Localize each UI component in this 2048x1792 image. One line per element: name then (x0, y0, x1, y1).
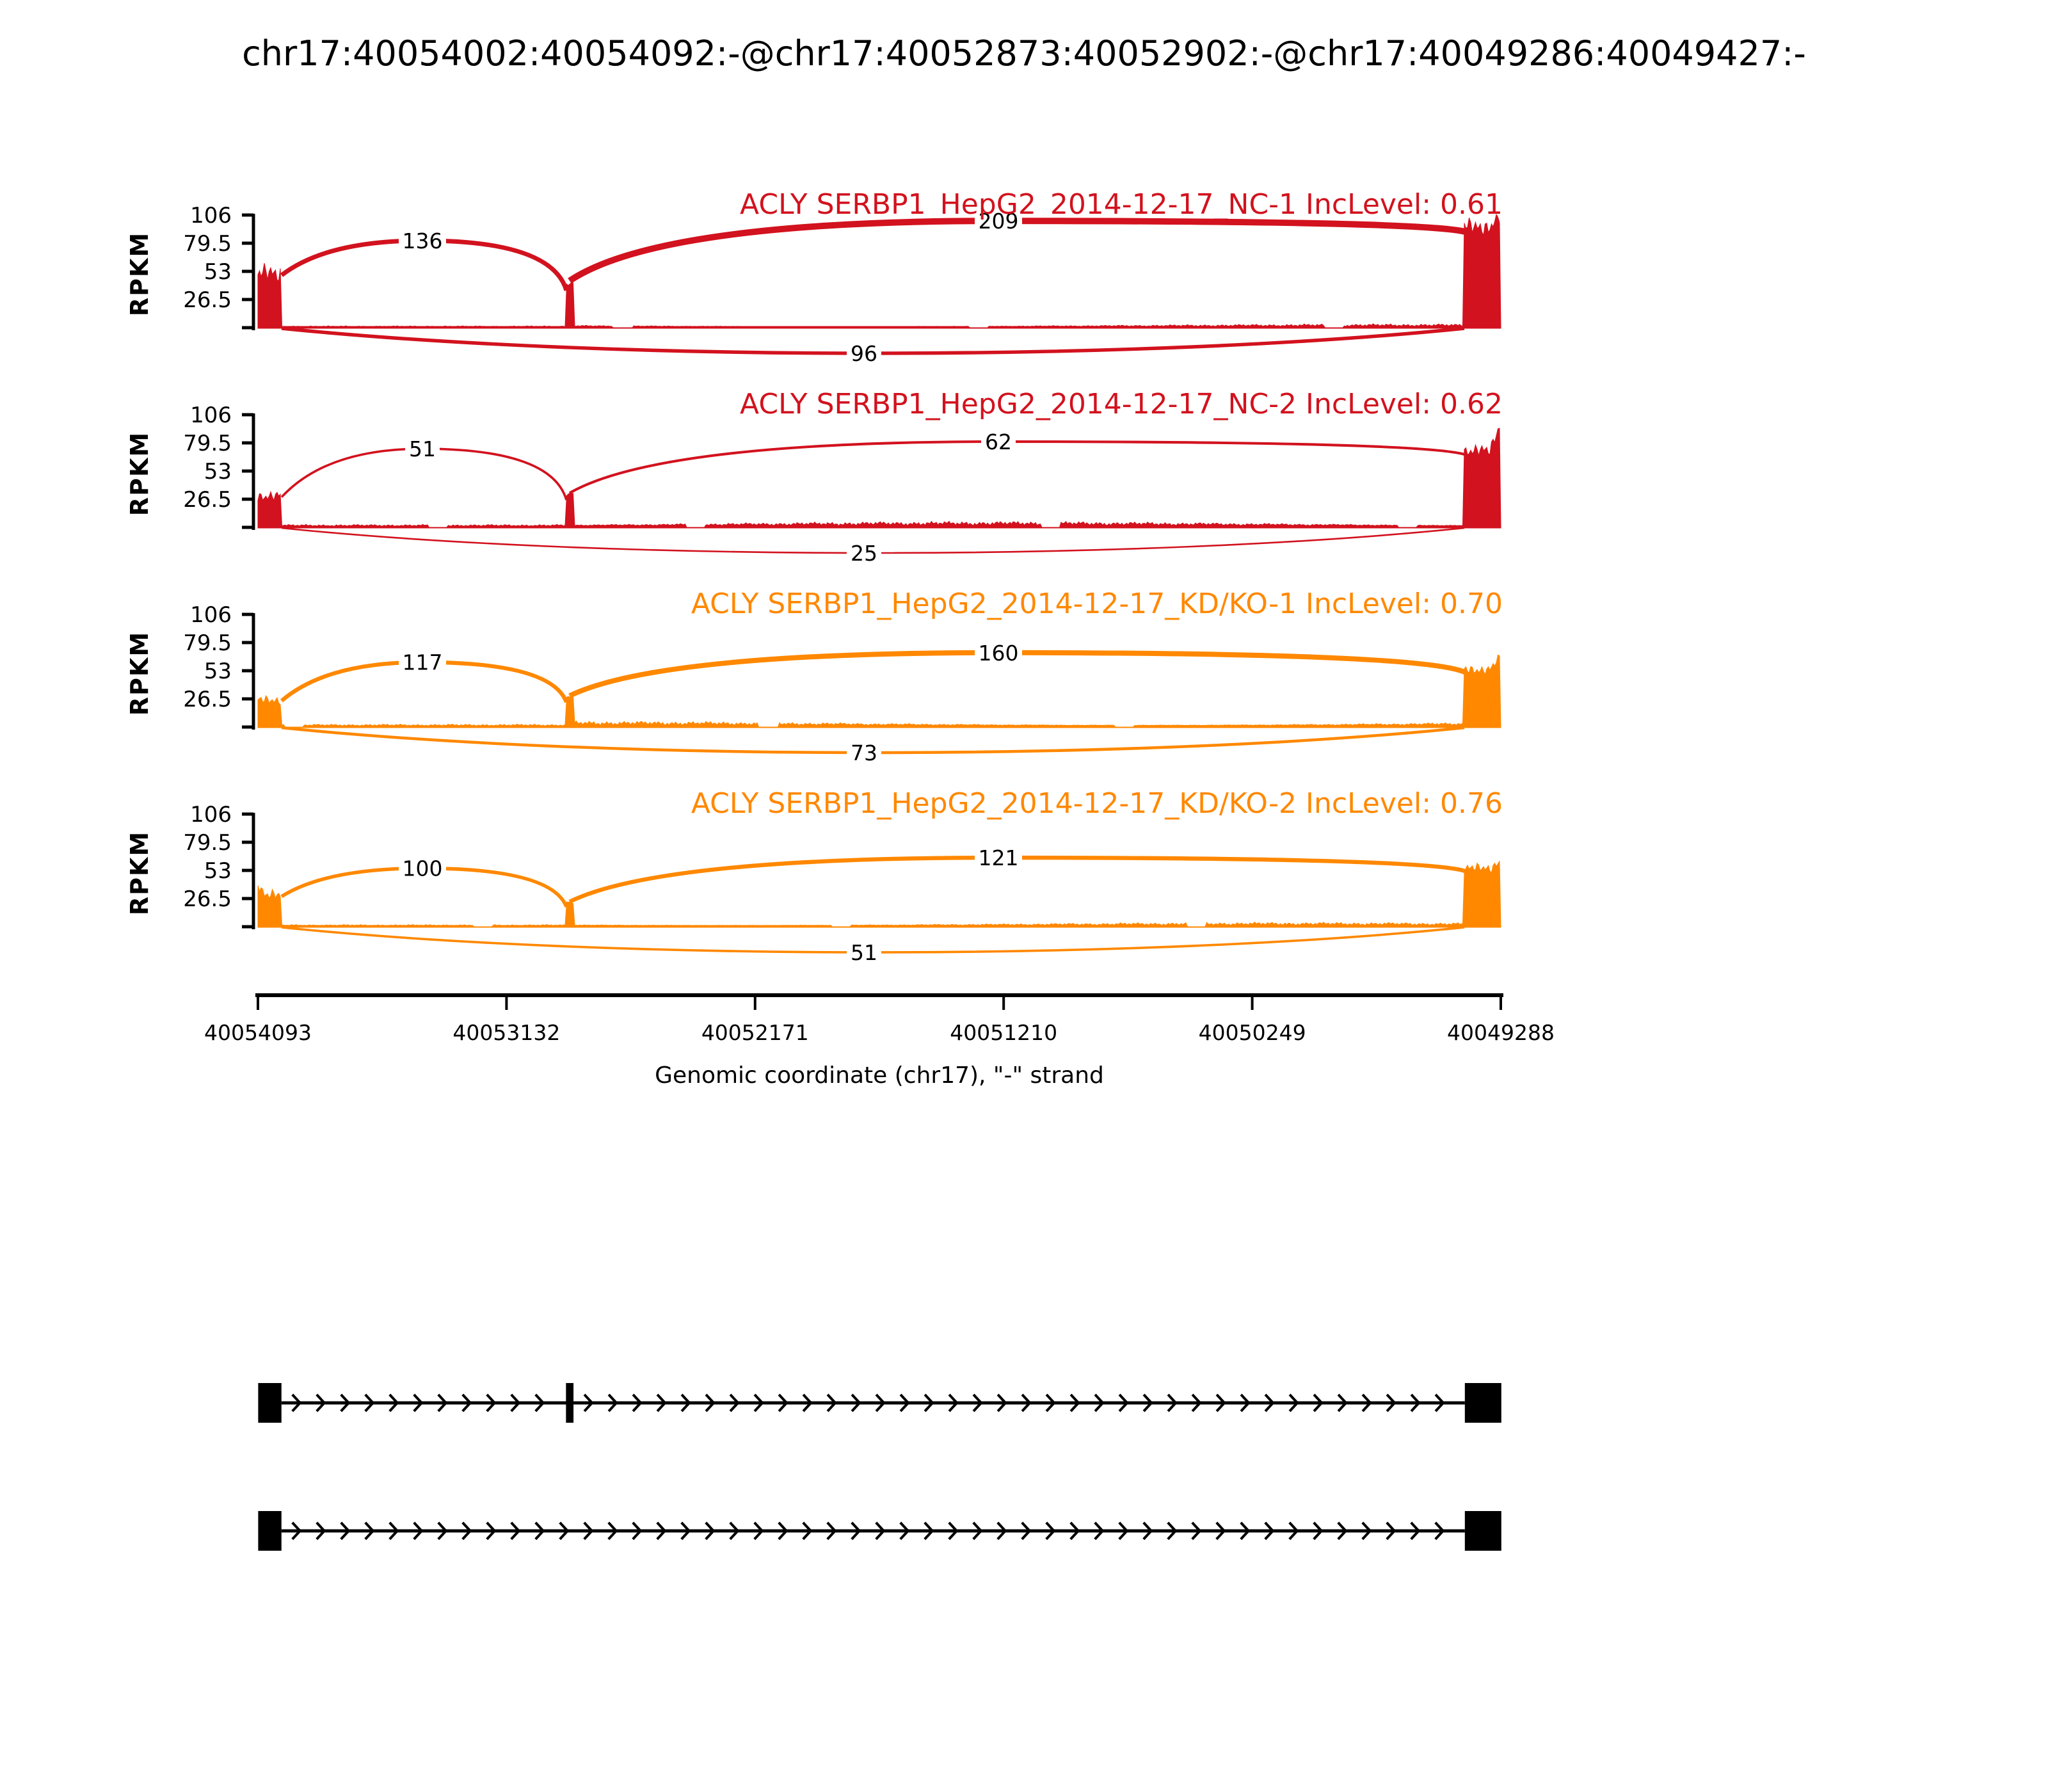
x-axis-tick-1: 40053132 (452, 1020, 561, 1045)
svg-text:209: 209 (979, 209, 1019, 234)
svg-text:106: 106 (190, 802, 232, 828)
track-1-canvas: 106 79.5 53 26.5 51 62 25 (183, 403, 1501, 566)
svg-text:53: 53 (204, 659, 232, 684)
track-2-y-axis-label: RPKM (125, 630, 154, 716)
x-axis-tick-2: 40052171 (701, 1020, 809, 1045)
svg-text:73: 73 (851, 740, 877, 765)
svg-text:26.5: 26.5 (183, 287, 232, 313)
svg-text:79.5: 79.5 (183, 231, 232, 257)
svg-text:51: 51 (851, 940, 877, 965)
figure-title: chr17:40054002:40054092:-@chr17:40052873… (242, 33, 1806, 74)
x-axis-title: Genomic coordinate (chr17), "-" strand (655, 1062, 1104, 1089)
svg-text:79.5: 79.5 (183, 830, 232, 856)
track-0-title: ACLY SERBP1_HepG2_2014-12-17_NC-1 IncLev… (740, 188, 1503, 221)
svg-text:26.5: 26.5 (183, 886, 232, 912)
svg-text:136: 136 (403, 228, 443, 253)
svg-text:96: 96 (851, 341, 877, 366)
x-axis-canvas (255, 993, 1503, 1010)
track-0-y-axis-label: RPKM (125, 231, 154, 317)
svg-text:100: 100 (403, 856, 443, 881)
x-axis-tick-3: 40051210 (950, 1020, 1058, 1045)
svg-text:62: 62 (985, 429, 1012, 454)
svg-text:53: 53 (204, 459, 232, 484)
svg-text:79.5: 79.5 (183, 431, 232, 456)
svg-text:106: 106 (190, 203, 232, 228)
svg-text:160: 160 (979, 641, 1019, 666)
svg-text:53: 53 (204, 259, 232, 285)
svg-text:106: 106 (190, 403, 232, 428)
x-axis-tick-5: 40049288 (1447, 1020, 1555, 1045)
x-axis-tick-0: 40054093 (204, 1020, 312, 1045)
svg-text:51: 51 (409, 436, 436, 461)
svg-text:79.5: 79.5 (183, 630, 232, 656)
gene-model-canvas (258, 1383, 1501, 1551)
track-3-y-axis-label: RPKM (125, 830, 154, 916)
svg-text:121: 121 (979, 845, 1019, 870)
track-2-title: ACLY SERBP1_HepG2_2014-12-17_KD/KO-1 Inc… (691, 588, 1503, 620)
svg-text:106: 106 (190, 602, 232, 628)
track-1-y-axis-label: RPKM (125, 431, 154, 516)
svg-text:26.5: 26.5 (183, 487, 232, 513)
track-1-title: ACLY SERBP1_HepG2_2014-12-17_NC-2 IncLev… (740, 388, 1503, 420)
track-3-title: ACLY SERBP1_HepG2_2014-12-17_KD/KO-2 Inc… (691, 787, 1503, 820)
svg-text:53: 53 (204, 858, 232, 884)
svg-text:26.5: 26.5 (183, 687, 232, 712)
svg-text:117: 117 (403, 650, 443, 675)
svg-text:25: 25 (851, 541, 877, 566)
x-axis-tick-4: 40050249 (1198, 1020, 1306, 1045)
